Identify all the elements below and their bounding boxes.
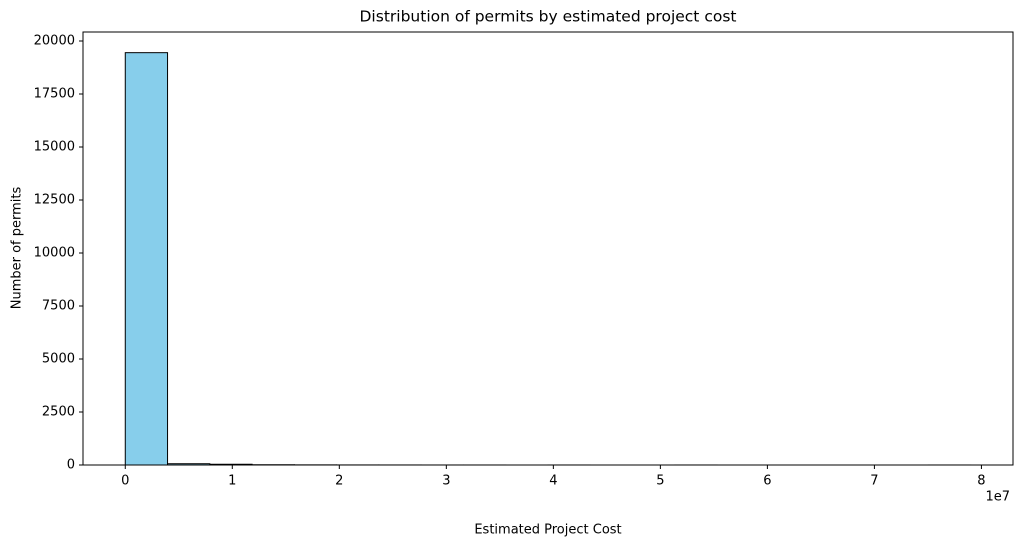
x-tick-label: 5 [656,474,664,489]
x-tick-label: 8 [977,474,985,489]
x-offset-label: 1e7 [985,490,1010,505]
x-tick-label: 2 [335,474,343,489]
y-tick-label: 2500 [42,405,75,420]
y-tick-label: 7500 [42,299,75,314]
x-tick-label: 6 [763,474,771,489]
y-tick-label: 17500 [34,87,75,102]
y-axis-label: Number of permits [10,187,25,310]
x-tick-label: 1 [228,474,236,489]
y-tick-label: 12500 [34,193,75,208]
x-tick-label: 3 [442,474,450,489]
x-tick-label: 7 [870,474,878,489]
chart-title: Distribution of permits by estimated pro… [360,8,737,26]
y-tick-label: 5000 [42,352,75,367]
bar [124,52,169,466]
y-tick-label: 20000 [34,34,75,49]
y-tick-label: 15000 [34,140,75,155]
x-axis-label: Estimated Project Cost [474,523,621,538]
plot-frame [82,31,1014,466]
x-tick-label: 0 [121,474,129,489]
y-tick-label: 10000 [34,246,75,261]
x-tick-label: 4 [549,474,557,489]
y-tick-label: 0 [67,458,75,473]
